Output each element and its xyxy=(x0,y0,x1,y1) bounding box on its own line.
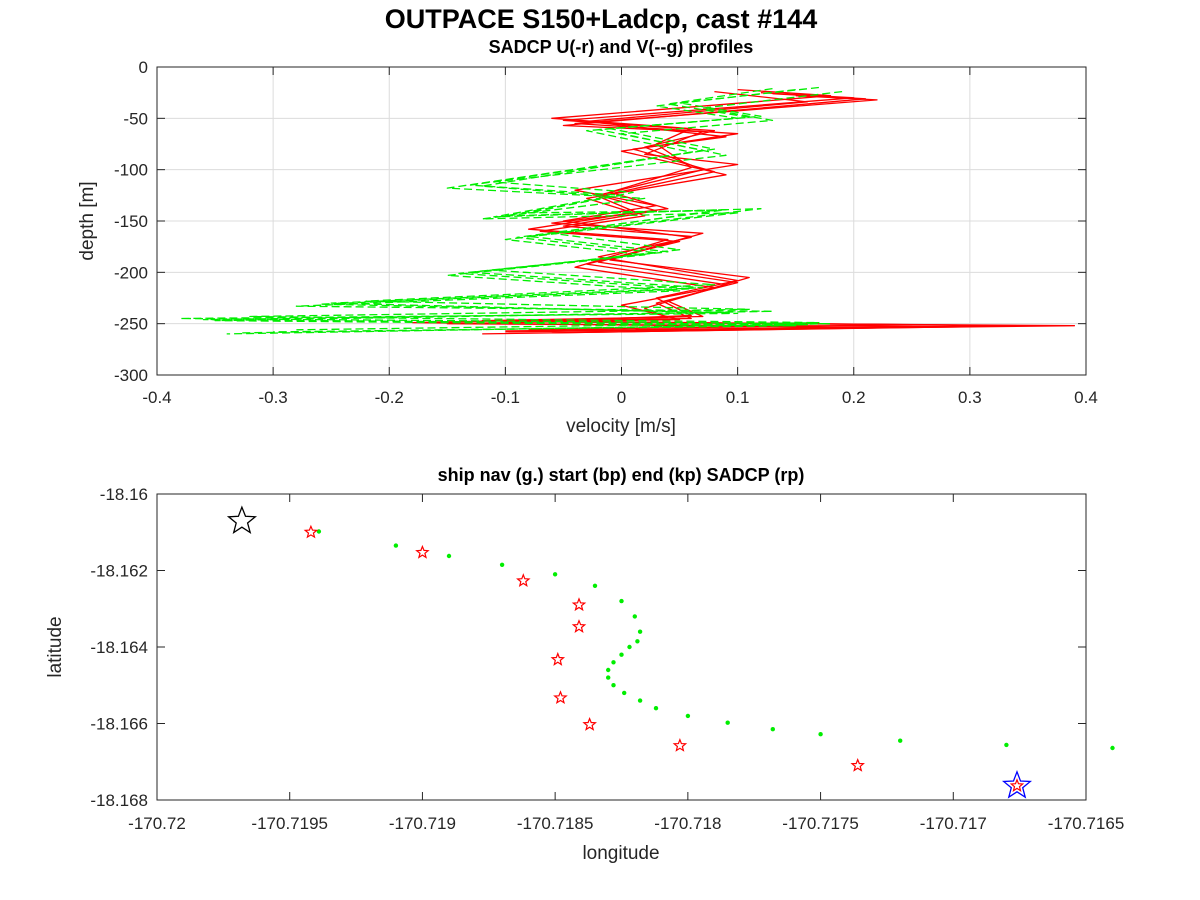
figure-title: OUTPACE S150+Ladcp, cast #144 xyxy=(385,4,817,34)
nav-x-tick-label: -170.7185 xyxy=(517,814,594,833)
nav-y-tick-label: -18.162 xyxy=(90,562,148,581)
sadcp-star-marker xyxy=(571,619,587,633)
ship-nav-point xyxy=(685,713,691,719)
nav-chart-title: ship nav (g.) start (bp) end (kp) SADCP … xyxy=(438,465,805,485)
ship-nav-point xyxy=(637,629,643,634)
nav-chart-ticks: -170.72 -170.7195 -170.719 -170.7185 -170.71… xyxy=(90,485,1124,833)
velocity-y-tick-label: -150 xyxy=(114,212,148,231)
ship-nav-point xyxy=(1004,742,1009,748)
velocity-x-tick-label: 0.3 xyxy=(958,388,982,407)
sadcp-star-marker xyxy=(303,524,319,539)
sadcp-star-marker xyxy=(553,690,568,705)
velocity-x-tick-label: 0.4 xyxy=(1074,388,1098,407)
ship-nav-point xyxy=(627,644,632,650)
sadcp-star-marker xyxy=(672,738,688,752)
velocity-chart-title: SADCP U(-r) and V(--g) profiles xyxy=(489,37,754,57)
nav-y-tick-label: -18.16 xyxy=(100,485,148,504)
ship-nav-point xyxy=(637,698,643,703)
nav-x-tick-label: -170.72 xyxy=(128,814,186,833)
ship-nav-point xyxy=(316,529,322,534)
nav-y-tick-label: -18.166 xyxy=(90,715,148,734)
ship-nav-point xyxy=(499,562,505,567)
ship-nav-point xyxy=(622,690,627,696)
ship-nav-point xyxy=(898,738,903,743)
velocity-y-tick-label: -200 xyxy=(114,263,148,282)
start-position-star xyxy=(1001,769,1033,799)
ship-nav-point xyxy=(635,639,640,644)
velocity-y-tick-label: -100 xyxy=(114,161,148,180)
nav-x-tick-label: -170.7175 xyxy=(782,814,859,833)
sadcp-star-marker xyxy=(550,651,566,666)
ship-nav-point xyxy=(592,583,598,588)
velocity-y-tick-label: -50 xyxy=(123,109,148,128)
nav-y-axis-label: latitude xyxy=(45,616,66,677)
nav-x-tick-label: -170.717 xyxy=(920,814,987,833)
nav-chart-data xyxy=(226,505,1115,799)
ship-nav-point xyxy=(725,720,730,725)
ship-nav-point xyxy=(611,660,616,665)
ship-nav-point xyxy=(552,572,558,577)
nav-y-tick-label: -18.164 xyxy=(90,638,148,657)
velocity-chart-ticks: -0.4 -0.3 -0.2 -0.1 0 0.1 0.2 0.3 0.4 0 -50 -100 -15… xyxy=(114,58,1098,407)
nav-y-tick-label: -18.168 xyxy=(90,791,148,810)
velocity-profile-panel: SADCP U(-r) and V(--g) profiles -0.4 -0.3… xyxy=(77,37,1098,437)
ship-nav-point xyxy=(653,706,659,711)
u-velocity-profile-line xyxy=(504,92,1076,333)
velocity-x-tick-label: 0.1 xyxy=(726,388,750,407)
u-velocity-profile-line xyxy=(505,93,1029,332)
v-velocity-profile-line xyxy=(202,87,808,334)
ship-nav-point xyxy=(619,598,624,604)
ship-nav-point xyxy=(393,543,399,548)
sadcp-star-marker xyxy=(415,544,430,559)
sadcp-star-marker xyxy=(850,757,865,772)
velocity-x-axis-label: velocity [m/s] xyxy=(566,416,676,437)
velocity-y-tick-label: 0 xyxy=(139,58,148,77)
nav-x-tick-label: -170.7195 xyxy=(251,814,328,833)
sadcp-star-marker xyxy=(571,597,587,612)
velocity-x-tick-label: -0.4 xyxy=(142,388,171,407)
nav-x-tick-label: -170.718 xyxy=(654,814,721,833)
ship-nav-point xyxy=(611,683,616,688)
velocity-y-tick-label: -250 xyxy=(114,315,148,334)
ship-nav-point xyxy=(632,614,637,619)
nav-x-tick-label: -170.7165 xyxy=(1048,814,1125,833)
nav-x-axis-label: longitude xyxy=(582,843,659,864)
velocity-y-axis-label: depth [m] xyxy=(77,181,98,260)
ship-nav-point xyxy=(818,732,823,737)
ship-nav-panel: ship nav (g.) start (bp) end (kp) SADCP … xyxy=(45,465,1124,864)
nav-x-tick-label: -170.719 xyxy=(389,814,456,833)
velocity-y-tick-label: -300 xyxy=(114,366,148,385)
sadcp-star-marker xyxy=(516,573,531,588)
ship-nav-point xyxy=(1110,745,1115,751)
ship-nav-point xyxy=(619,652,624,657)
ship-nav-point xyxy=(606,667,611,673)
end-position-star xyxy=(226,505,258,534)
velocity-chart-data xyxy=(179,86,1076,335)
velocity-x-tick-label: -0.1 xyxy=(491,388,520,407)
velocity-x-tick-label: 0.2 xyxy=(842,388,866,407)
ship-nav-point xyxy=(770,727,775,732)
velocity-x-tick-label: -0.3 xyxy=(258,388,287,407)
sadcp-star-marker xyxy=(582,716,597,731)
ship-nav-point xyxy=(606,675,611,680)
velocity-x-tick-label: 0 xyxy=(617,388,626,407)
sadcp-star-marker xyxy=(1009,778,1025,793)
velocity-x-tick-label: -0.2 xyxy=(375,388,404,407)
ship-nav-point xyxy=(446,553,452,559)
